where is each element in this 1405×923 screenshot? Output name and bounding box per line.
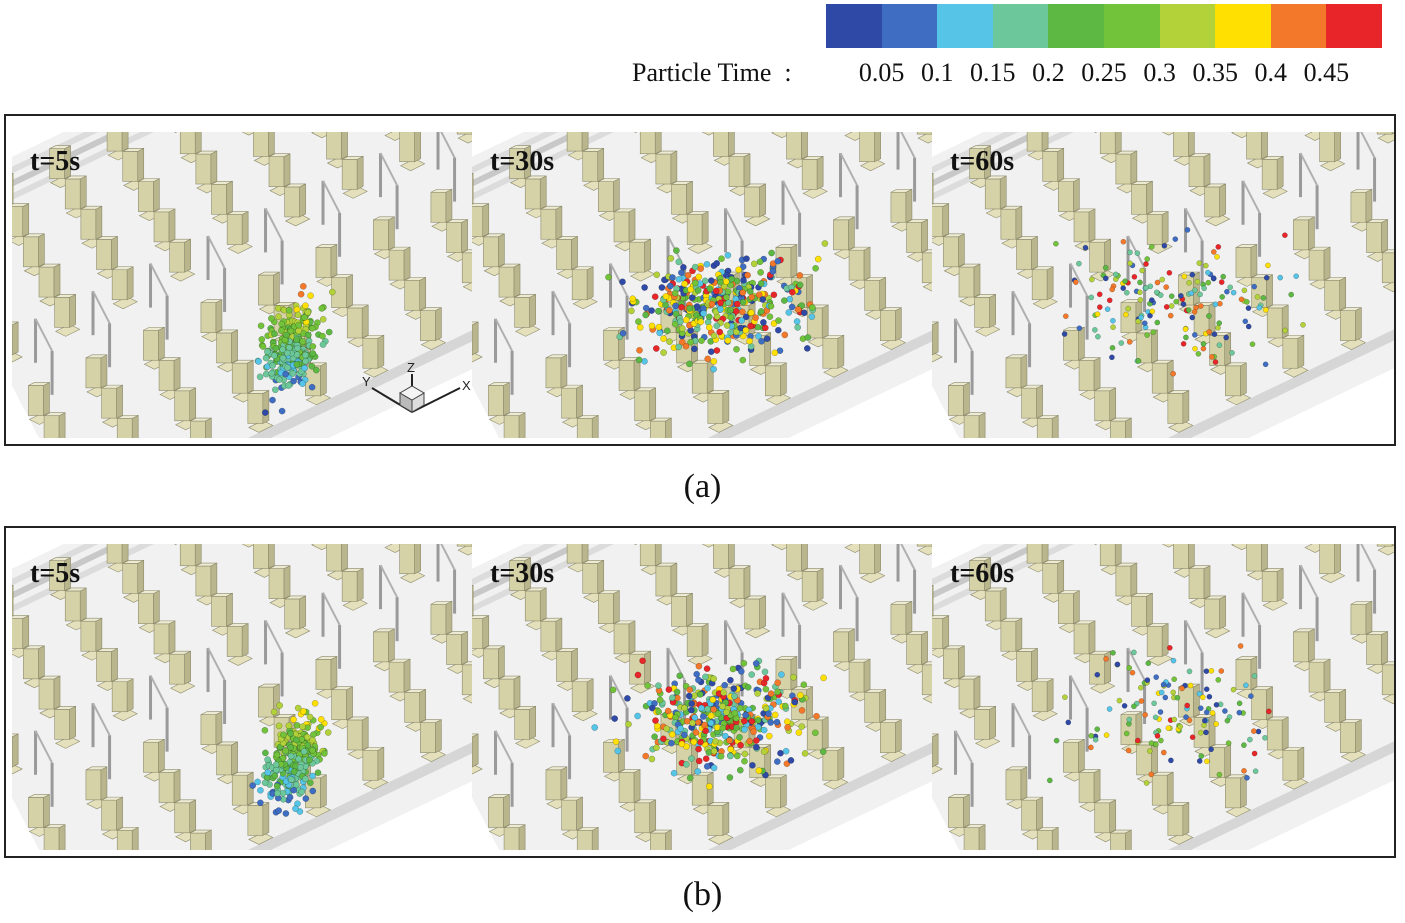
colorbar-swatch — [826, 4, 882, 48]
colorbar-swatch — [1159, 4, 1216, 48]
cabin-render — [932, 544, 1394, 850]
colorbar — [826, 4, 1382, 48]
colorbar-tick-label: 0.25 — [1081, 58, 1127, 87]
cabin-render — [472, 132, 934, 438]
caption-b: (b) — [682, 876, 723, 913]
cabin-render — [12, 132, 474, 438]
cabin-render — [472, 544, 934, 850]
panel-a: t=5s Y Z X t=30s t=6 — [4, 114, 1396, 446]
axis-label-y: Y — [362, 374, 371, 389]
colorbar-tick-label: 0.2 — [1032, 58, 1065, 87]
colorbar-tick-label: 0.4 — [1254, 58, 1288, 87]
colorbar-swatch — [1270, 4, 1327, 48]
colorbar-swatch — [1326, 4, 1382, 48]
colorbar-labels: Particle Time : 0.05 0.1 0.15 0.2 0.25 0.3 0.3… — [600, 58, 1400, 90]
colorbar-tick-label: 0.3 — [1143, 58, 1176, 87]
axis-label-z: Z — [407, 360, 415, 375]
time-label: t=30s — [490, 146, 555, 177]
colorbar-swatch — [1048, 4, 1104, 48]
colorbar-swatch — [1103, 4, 1160, 48]
cabin-render — [12, 544, 474, 850]
caption-a: (a) — [683, 468, 722, 505]
scene-b-30s: t=30s — [472, 544, 934, 850]
scene-b-5s: t=5s — [12, 544, 474, 850]
scene-b-60s: t=60s — [932, 544, 1394, 850]
colorbar-tick-label: 0.1 — [920, 58, 954, 87]
time-label: t=5s — [30, 146, 81, 177]
time-label: t=30s — [490, 558, 555, 589]
axis-triad: Y Z X — [348, 354, 474, 434]
colorbar-swatch — [992, 4, 1049, 48]
scene-a-30s: t=30s — [472, 132, 934, 438]
colorbar-swatch — [881, 4, 938, 48]
scene-a-60s: t=60s — [932, 132, 1394, 438]
colorbar-tick-label: 0.15 — [970, 58, 1016, 87]
axis-label-x: X — [462, 378, 471, 393]
colorbar-tick-label: 0.05 — [858, 58, 905, 87]
colorbar-title: Particle Time : — [632, 58, 792, 87]
panel-b: t=5s t=30s t=60s — [4, 526, 1396, 858]
colorbar-swatch — [937, 4, 993, 48]
time-label: t=5s — [30, 558, 81, 589]
cabin-render — [932, 132, 1394, 438]
time-label: t=60s — [950, 146, 1015, 177]
time-label: t=60s — [950, 558, 1015, 589]
colorbar-tick-label: 0.35 — [1192, 58, 1238, 87]
colorbar-tick-label: 0.45 — [1303, 58, 1350, 87]
scene-a-5s: t=5s Y Z X — [12, 132, 474, 438]
colorbar-swatch — [1215, 4, 1271, 48]
